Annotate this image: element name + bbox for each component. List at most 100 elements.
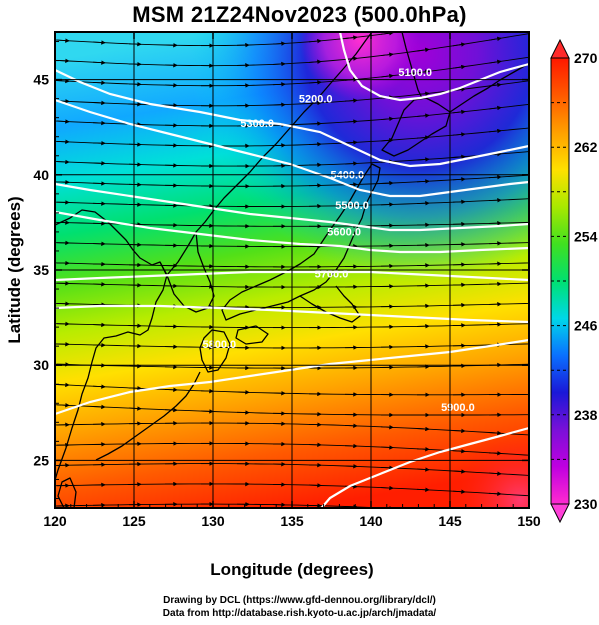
streamline-arrow (164, 387, 178, 392)
streamline (55, 503, 395, 508)
streamline-arrow (128, 385, 142, 391)
streamline-arrow (92, 404, 106, 410)
streamline-arrow (344, 140, 358, 145)
credit-line-1: Drawing by DCL (https://www.gfd-dennou.o… (163, 595, 436, 606)
streamline-arrow (416, 91, 430, 96)
x-tick-label: 140 (359, 513, 383, 529)
x-tick-label: 145 (438, 513, 462, 529)
y-tick-label: 45 (33, 72, 49, 88)
credit-footer: Drawing by DCL (https://www.gfd-dennou.o… (0, 594, 599, 620)
streamline-arrow (92, 80, 106, 85)
streamline-arrow (380, 180, 394, 186)
streamline-arrow (416, 487, 430, 492)
streamline-arrow (380, 73, 394, 79)
streamline-arrow (488, 430, 502, 436)
y-tick-label: 25 (33, 452, 49, 468)
streamline-arrow (417, 27, 429, 29)
contour-label: 5700.0 (315, 269, 349, 281)
coastline-sakhalin (401, 32, 423, 99)
streamline-arrow (489, 514, 501, 515)
colorbar-bottom-arrow (550, 503, 570, 524)
streamline-arrow (452, 489, 466, 494)
colorbar-label: 238 (574, 407, 598, 423)
x-tick-label: 125 (122, 513, 146, 529)
colorbar-label: 262 (574, 139, 598, 155)
streamline-arrow (308, 59, 322, 65)
streamline-arrow (488, 105, 502, 111)
streamline-arrow (56, 139, 70, 144)
streamline-arrow (416, 157, 430, 162)
streamline-arrow (344, 161, 358, 166)
streamline-arrow (488, 59, 502, 65)
streamline-arrow (308, 38, 322, 44)
streamline-arrow (416, 179, 430, 184)
streamline-arrow (344, 423, 358, 428)
streamline-arrow (380, 52, 394, 57)
colorbar-label: 270 (574, 50, 598, 66)
streamline-arrow (452, 64, 466, 70)
coastline-honshu-south (299, 285, 361, 323)
streamline-arrow (416, 426, 430, 432)
streamline-arrow (452, 448, 466, 454)
streamline-arrow (452, 428, 466, 434)
colorbar: 270 262 254 246 238 230 (550, 38, 598, 524)
coastline-honshu (221, 163, 381, 321)
streamline-arrow (380, 445, 394, 450)
streamline-arrow (416, 446, 430, 452)
contour-label: 5400.0 (330, 170, 364, 182)
streamline-arrow (488, 451, 502, 456)
streamline-arrow (488, 174, 502, 180)
streamline-arrow (416, 69, 430, 74)
streamline-arrow (56, 402, 70, 408)
figure-title: MSM 21Z24Nov2023 (500.0hPa) (132, 2, 467, 27)
streamline-arrow (92, 100, 106, 106)
streamline-arrow (344, 98, 358, 103)
streamline-arrow (453, 22, 465, 24)
streamline-arrow (452, 154, 466, 160)
streamline-arrow (92, 40, 106, 45)
streamline-arrow (416, 201, 430, 206)
streamline-arrow (56, 38, 70, 43)
streamline-arrow (489, 15, 501, 17)
streamline-arrow (308, 100, 322, 106)
streamline-arrow (416, 113, 430, 118)
contour-5200 (55, 69, 529, 168)
streamline-arrow (272, 82, 286, 87)
y-tick-label: 30 (33, 357, 49, 373)
coastline-kurils (449, 63, 529, 113)
streamline-arrow (488, 36, 502, 42)
streamline-arrow (308, 121, 322, 126)
streamline-arrow (92, 60, 106, 65)
contour-label: 5600.0 (327, 227, 361, 239)
y-tick-label: 40 (33, 167, 49, 183)
contour-label: 5800.0 (202, 339, 236, 351)
contour-5600 (55, 270, 529, 282)
streamline-arrow (452, 132, 466, 137)
streamline-arrow (272, 41, 286, 46)
contour-label: 5500.0 (335, 200, 369, 212)
streamline-arrow (56, 78, 70, 84)
streamline-arrow (128, 406, 142, 411)
gridlines (55, 32, 529, 508)
streamline-arrow (452, 469, 466, 474)
coastline-shikoku (235, 325, 269, 345)
contour-label: 5900.0 (441, 402, 475, 414)
colorbar-label: 246 (574, 318, 598, 334)
x-tick-label: 135 (280, 513, 304, 529)
x-axis-title: Longitude (degrees) (210, 560, 373, 579)
streamline-arrow (128, 41, 142, 47)
streamline-arrow (452, 199, 466, 205)
contour-5400 (55, 182, 529, 232)
streamline-arrow (380, 465, 394, 470)
colorbar-top-arrow (550, 38, 570, 59)
streamline-arrow (380, 116, 394, 122)
axis-ticks: 120 125 130 135 140 145 150 25 30 35 40 45 (33, 32, 541, 529)
streamline-arrow (308, 80, 322, 85)
contour-label: 5200.0 (299, 93, 333, 105)
streamline-arrow (308, 142, 322, 147)
height-contours (55, 32, 529, 508)
x-tick-label: 120 (43, 513, 67, 529)
streamline-arrow (488, 198, 502, 203)
streamline-arrow (452, 177, 466, 182)
